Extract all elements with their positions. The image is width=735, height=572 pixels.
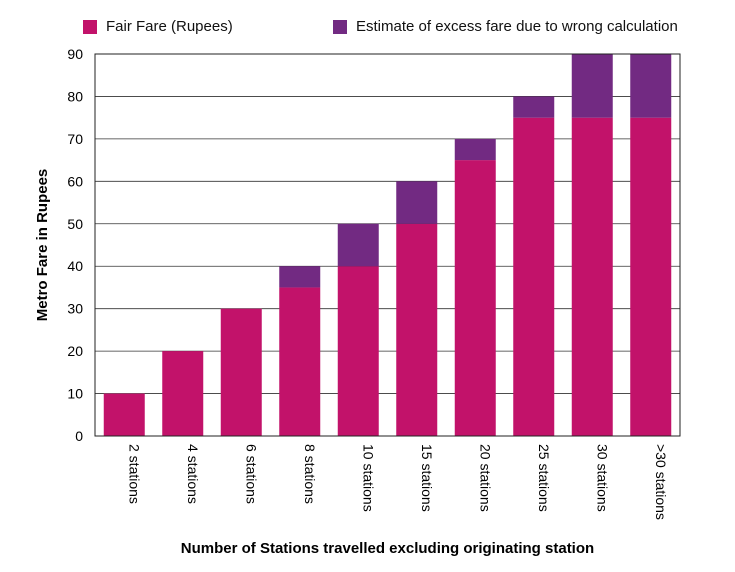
bars — [103, 54, 672, 437]
x-tick-label: 30 stations — [594, 444, 610, 512]
x-tick-label: 4 stations — [185, 444, 201, 504]
x-axis-title: Number of Stations travelled excluding o… — [181, 540, 594, 557]
x-axis-ticks: 2 stations 4 stations 6 stations 8 stations… — [126, 444, 669, 520]
y-tick-label: 40 — [67, 258, 83, 274]
bar-fair-fare — [396, 223, 438, 436]
legend-swatch-excess-fare — [333, 19, 347, 34]
y-tick-label: 30 — [67, 301, 83, 317]
bar-excess-fare — [279, 266, 321, 288]
legend-label-fair-fare: Fair Fare (Rupees) — [106, 18, 233, 35]
x-tick-label: 6 stations — [243, 444, 259, 504]
x-tick-label: 20 stations — [477, 444, 493, 512]
y-tick-label: 90 — [67, 46, 83, 62]
y-tick-label: 60 — [67, 173, 83, 189]
bar-excess-fare — [337, 223, 379, 267]
y-tick-label: 50 — [67, 216, 83, 232]
x-tick-label: 15 stations — [419, 444, 435, 512]
legend-label-excess-fare: Estimate of excess fare due to wrong cal… — [356, 18, 678, 35]
bar-excess-fare — [630, 54, 672, 118]
plot-frame — [94, 53, 681, 437]
bar-fair-fare — [571, 117, 613, 437]
y-tick-label: 10 — [67, 386, 83, 402]
legend: Fair Fare (Rupees) Estimate of excess fa… — [0, 18, 735, 42]
bar-excess-fare — [513, 96, 555, 118]
x-tick-label: 8 stations — [302, 444, 318, 504]
y-axis-title: Metro Fare in Rupees — [34, 169, 51, 322]
bar-fair-fare — [162, 351, 204, 436]
bar-excess-fare — [396, 181, 438, 224]
bar-fair-fare — [630, 117, 672, 437]
y-tick-label: 80 — [67, 88, 83, 104]
x-tick-label: 2 stations — [126, 444, 142, 504]
legend-item-excess-fare: Estimate of excess fare due to wrong cal… — [333, 18, 678, 35]
bar-excess-fare — [571, 54, 613, 118]
y-tick-label: 0 — [75, 428, 83, 444]
bar-fair-fare — [279, 287, 321, 436]
x-tick-label: 10 stations — [360, 444, 376, 512]
y-axis-ticks: 0 10 20 30 40 50 60 70 80 90 — [67, 46, 83, 444]
bar-fair-fare — [454, 160, 496, 436]
legend-swatch-fair-fare — [83, 19, 97, 34]
bar-fair-fare — [513, 117, 555, 437]
x-tick-label: >30 stations — [653, 444, 669, 520]
legend-item-fair-fare: Fair Fare (Rupees) — [83, 18, 233, 35]
bar-fair-fare — [220, 308, 262, 436]
bar-excess-fare — [454, 138, 496, 161]
bar-fair-fare — [103, 393, 145, 436]
y-tick-label: 70 — [67, 131, 83, 147]
x-tick-label: 25 stations — [536, 444, 552, 512]
bar-fair-fare — [337, 266, 379, 436]
y-tick-label: 20 — [67, 343, 83, 359]
